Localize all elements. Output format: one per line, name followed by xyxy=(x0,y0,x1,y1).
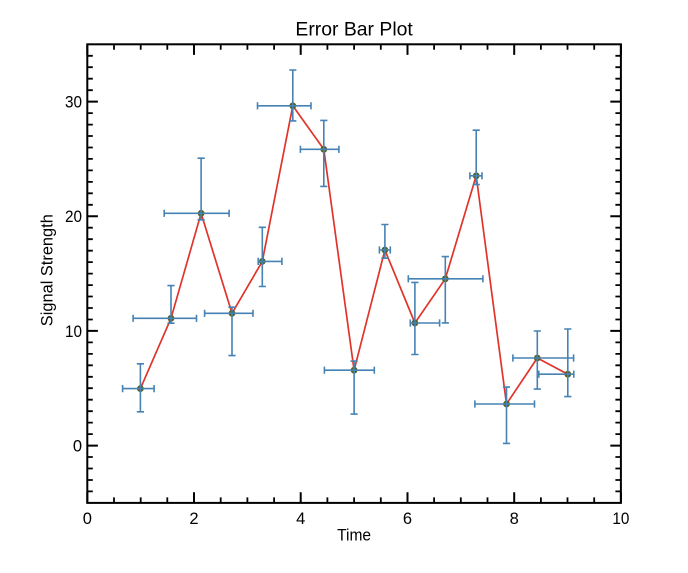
svg-text:Error Bar Plot: Error Bar Plot xyxy=(295,19,413,40)
svg-text:0: 0 xyxy=(83,510,92,528)
svg-text:30: 30 xyxy=(65,94,82,112)
svg-text:6: 6 xyxy=(403,510,412,528)
svg-text:4: 4 xyxy=(296,510,305,528)
svg-text:Signal Strength: Signal Strength xyxy=(38,214,56,326)
svg-text:8: 8 xyxy=(510,510,519,528)
svg-text:20: 20 xyxy=(65,208,82,226)
svg-text:2: 2 xyxy=(189,510,198,528)
svg-text:0: 0 xyxy=(73,438,82,456)
svg-text:Time: Time xyxy=(337,525,371,544)
svg-text:10: 10 xyxy=(65,323,82,341)
svg-text:10: 10 xyxy=(612,510,629,528)
